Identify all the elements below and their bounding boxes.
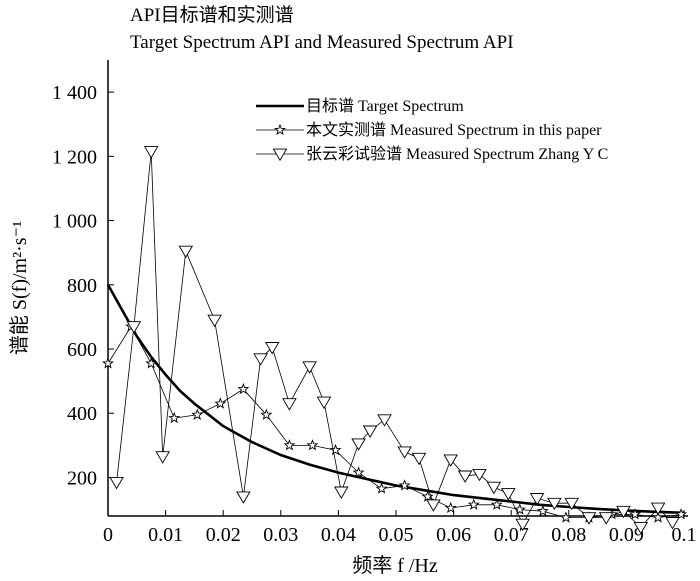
triangle-marker — [501, 488, 516, 501]
triangle-marker — [616, 505, 631, 519]
triangle-marker — [443, 454, 458, 467]
triangle-marker — [264, 342, 280, 355]
triangle-marker — [316, 396, 332, 410]
star-marker — [283, 439, 296, 451]
star-marker — [490, 498, 503, 510]
triangle-marker — [253, 353, 268, 366]
triangle-marker — [334, 486, 349, 499]
star-marker — [260, 408, 273, 420]
y-tick-label: 400 — [67, 403, 97, 425]
triangle-marker — [515, 518, 530, 532]
x-axis-title: 频率 f /Hz — [352, 554, 438, 577]
x-tick-label: 0.04 — [321, 524, 356, 546]
triangle-marker — [302, 361, 317, 374]
star-marker — [536, 504, 549, 517]
triangle-marker — [178, 245, 194, 259]
y-tick-label: 200 — [67, 467, 97, 489]
y-tick-label: 1 000 — [52, 211, 97, 233]
star-marker — [398, 479, 411, 491]
x-tick-label: 0.09 — [609, 524, 644, 546]
triangle-marker — [126, 321, 142, 334]
y-axis-ticks: 200 400 600 800 1 000 1 200 1 400 — [52, 82, 114, 489]
triangle-marker — [457, 470, 473, 483]
triangle-marker — [282, 398, 297, 411]
x-tick-label: 0.03 — [263, 524, 298, 546]
legend-label: 本文实测谱 Measured Spectrum in this paper — [306, 121, 602, 139]
triangle-marker — [529, 493, 545, 506]
triangle-marker — [633, 521, 649, 535]
star-marker — [237, 382, 250, 395]
triangle-marker — [143, 146, 159, 159]
triangle-marker — [472, 468, 487, 482]
star-marker — [513, 503, 526, 515]
triangle-marker — [397, 446, 412, 459]
star-marker — [652, 511, 664, 523]
triangle-marker — [411, 452, 427, 466]
series-1 — [106, 284, 685, 515]
series-line — [106, 284, 685, 515]
legend-item: 本文实测谱 Measured Spectrum in this paper — [256, 121, 602, 139]
y-tick-label: 1 200 — [52, 146, 97, 168]
star-marker — [273, 123, 287, 136]
triangle-marker — [155, 451, 170, 464]
x-tick-label: 0.02 — [206, 524, 241, 546]
triangle-marker — [236, 491, 251, 504]
series-3 — [109, 146, 680, 535]
star-marker — [191, 408, 204, 420]
triangle-marker — [581, 512, 597, 525]
triangle-marker — [564, 497, 579, 511]
star-marker — [352, 466, 365, 478]
chart-title: API目标谱和实测谱 — [130, 4, 294, 26]
triangle-marker — [351, 438, 366, 451]
y-axis-title: 谱能 S(f)/m²·s⁻¹ — [8, 221, 31, 355]
triangle-marker — [486, 481, 502, 495]
x-tick-label: 0.07 — [494, 524, 529, 546]
x-tick-label: 0.08 — [551, 524, 586, 546]
triangle-marker — [207, 314, 222, 328]
triangle-marker — [650, 502, 666, 515]
star-marker — [375, 482, 388, 494]
y-tick-label: 1 400 — [52, 82, 97, 104]
triangle-marker — [598, 512, 614, 525]
legend: 目标谱 Target Spectrum 本文实测谱 Measured Spectr… — [256, 97, 608, 163]
series-layer — [101, 146, 688, 535]
star-marker — [168, 411, 181, 424]
legend-label: 张云彩试验谱 Measured Spectrum Zhang Y C — [306, 145, 608, 163]
triangle-marker — [109, 476, 124, 490]
legend-item: 张云彩试验谱 Measured Spectrum Zhang Y C — [256, 145, 608, 163]
legend-label: 目标谱 Target Spectrum — [306, 97, 464, 115]
triangle-marker — [426, 499, 441, 512]
x-tick-label: 0.1 — [672, 524, 697, 546]
star-marker — [145, 357, 158, 369]
series-2 — [101, 320, 688, 523]
star-marker — [629, 508, 642, 520]
x-tick-label: 0.06 — [436, 524, 471, 546]
star-marker — [560, 511, 572, 523]
series-line — [107, 325, 682, 519]
y-tick-label: 600 — [67, 339, 97, 361]
star-marker — [675, 508, 688, 520]
x-axis-ticks: 0 0.01 0.02 0.03 0.04 0.05 0.06 0.07 0.08 0.09 0.1 — [103, 510, 697, 546]
x-tick-label: 0.05 — [379, 524, 414, 546]
star-marker — [214, 397, 227, 409]
star-marker — [101, 357, 115, 369]
y-tick-label: 800 — [67, 275, 97, 297]
x-tick-label: 0 — [103, 524, 113, 546]
legend-item: 目标谱 Target Spectrum — [256, 97, 464, 115]
triangle-marker — [362, 425, 378, 438]
triangle-marker — [272, 148, 288, 162]
star-marker — [467, 498, 480, 510]
series-line — [116, 151, 673, 528]
star-marker — [306, 439, 319, 451]
star-marker — [444, 501, 457, 514]
star-marker — [329, 443, 342, 456]
star-marker — [421, 490, 434, 502]
triangle-marker — [547, 497, 562, 511]
triangle-marker — [665, 517, 680, 530]
triangle-marker — [377, 414, 392, 427]
x-tick-label: 0.01 — [148, 524, 183, 546]
chart-subtitle: Target Spectrum API and Measured Spectru… — [130, 32, 514, 53]
